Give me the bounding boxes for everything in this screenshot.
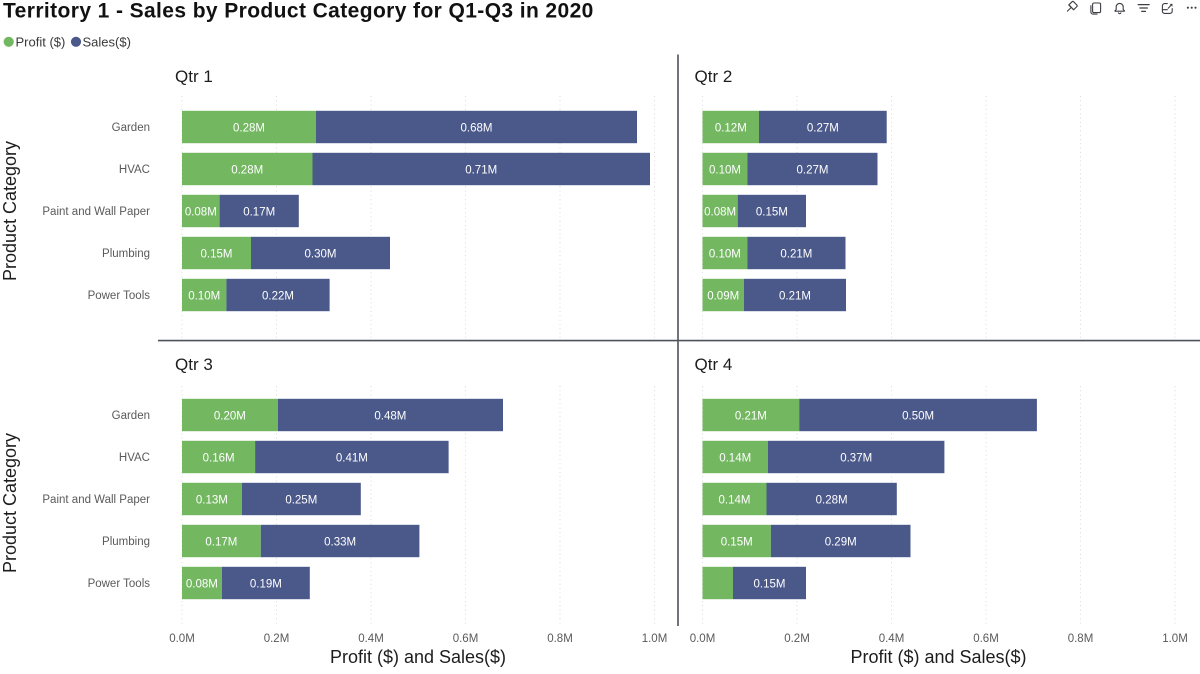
svg-text:0.08M: 0.08M (185, 206, 217, 218)
svg-text:0.50M: 0.50M (902, 410, 934, 422)
svg-text:0.6M: 0.6M (453, 633, 479, 645)
svg-text:0.21M: 0.21M (735, 410, 767, 422)
svg-text:0.19M: 0.19M (250, 578, 282, 590)
svg-text:0.8M: 0.8M (547, 633, 573, 645)
svg-text:0.4M: 0.4M (879, 633, 905, 645)
svg-text:Garden: Garden (112, 410, 150, 422)
svg-text:0.16M: 0.16M (203, 452, 235, 464)
svg-text:0.21M: 0.21M (780, 248, 812, 260)
svg-text:0.15M: 0.15M (721, 536, 753, 548)
svg-text:0.10M: 0.10M (709, 248, 741, 260)
svg-text:0.68M: 0.68M (461, 122, 493, 134)
svg-text:Qtr 3: Qtr 3 (175, 355, 213, 374)
svg-text:Sales($): Sales($) (83, 34, 131, 49)
svg-text:0.21M: 0.21M (779, 290, 811, 302)
svg-text:0.20M: 0.20M (214, 410, 246, 422)
svg-text:Profit ($) and Sales($): Profit ($) and Sales($) (330, 647, 506, 667)
svg-text:0.71M: 0.71M (465, 164, 497, 176)
svg-text:0.27M: 0.27M (797, 164, 829, 176)
svg-text:0.09M: 0.09M (707, 290, 739, 302)
svg-text:0.13M: 0.13M (196, 494, 228, 506)
svg-text:0.14M: 0.14M (719, 494, 751, 506)
svg-text:0.29M: 0.29M (825, 536, 857, 548)
svg-text:HVAC: HVAC (119, 164, 150, 176)
svg-text:0.14M: 0.14M (719, 452, 751, 464)
svg-text:Profit ($): Profit ($) (16, 34, 66, 49)
svg-text:0.48M: 0.48M (374, 410, 406, 422)
svg-text:0.17M: 0.17M (243, 206, 275, 218)
svg-text:0.6M: 0.6M (973, 633, 999, 645)
svg-text:Product Category: Product Category (0, 433, 20, 573)
svg-text:Plumbing: Plumbing (102, 248, 150, 260)
svg-text:Product Category: Product Category (0, 141, 20, 281)
svg-text:0.10M: 0.10M (709, 164, 741, 176)
svg-text:Profit ($) and Sales($): Profit ($) and Sales($) (850, 647, 1026, 667)
svg-text:Garden: Garden (112, 122, 150, 134)
svg-text:0.28M: 0.28M (231, 164, 263, 176)
svg-text:0.37M: 0.37M (840, 452, 872, 464)
svg-text:0.0M: 0.0M (169, 633, 195, 645)
svg-text:0.30M: 0.30M (305, 248, 337, 260)
svg-text:Paint and Wall Paper: Paint and Wall Paper (42, 494, 150, 506)
svg-text:0.15M: 0.15M (756, 206, 788, 218)
svg-text:0.2M: 0.2M (784, 633, 810, 645)
svg-text:Power Tools: Power Tools (88, 290, 151, 302)
svg-text:0.12M: 0.12M (715, 122, 747, 134)
svg-text:0.33M: 0.33M (324, 536, 356, 548)
svg-text:0.28M: 0.28M (233, 122, 265, 134)
svg-text:0.0M: 0.0M (690, 633, 716, 645)
svg-text:HVAC: HVAC (119, 452, 150, 464)
svg-text:0.2M: 0.2M (264, 633, 290, 645)
svg-text:Territory 1 - Sales by Product: Territory 1 - Sales by Product Category … (3, 0, 594, 23)
svg-text:0.10M: 0.10M (188, 290, 220, 302)
svg-text:0.28M: 0.28M (816, 494, 848, 506)
svg-text:Qtr 2: Qtr 2 (695, 67, 733, 86)
svg-text:Qtr 1: Qtr 1 (175, 67, 213, 86)
svg-text:0.08M: 0.08M (186, 578, 218, 590)
svg-text:1.0M: 1.0M (1162, 633, 1188, 645)
svg-text:Plumbing: Plumbing (102, 536, 150, 548)
svg-text:0.4M: 0.4M (358, 633, 384, 645)
svg-text:Paint and Wall Paper: Paint and Wall Paper (42, 206, 150, 218)
svg-text:Qtr 4: Qtr 4 (695, 355, 733, 374)
svg-text:0.41M: 0.41M (336, 452, 368, 464)
svg-text:0.22M: 0.22M (262, 290, 294, 302)
svg-text:1.0M: 1.0M (642, 633, 668, 645)
svg-text:0.08M: 0.08M (704, 206, 736, 218)
svg-text:0.15M: 0.15M (201, 248, 233, 260)
svg-text:0.27M: 0.27M (807, 122, 839, 134)
svg-text:Power Tools: Power Tools (88, 578, 151, 590)
svg-text:0.8M: 0.8M (1068, 633, 1094, 645)
svg-text:0.15M: 0.15M (754, 578, 786, 590)
svg-text:0.17M: 0.17M (205, 536, 237, 548)
svg-text:0.25M: 0.25M (285, 494, 317, 506)
